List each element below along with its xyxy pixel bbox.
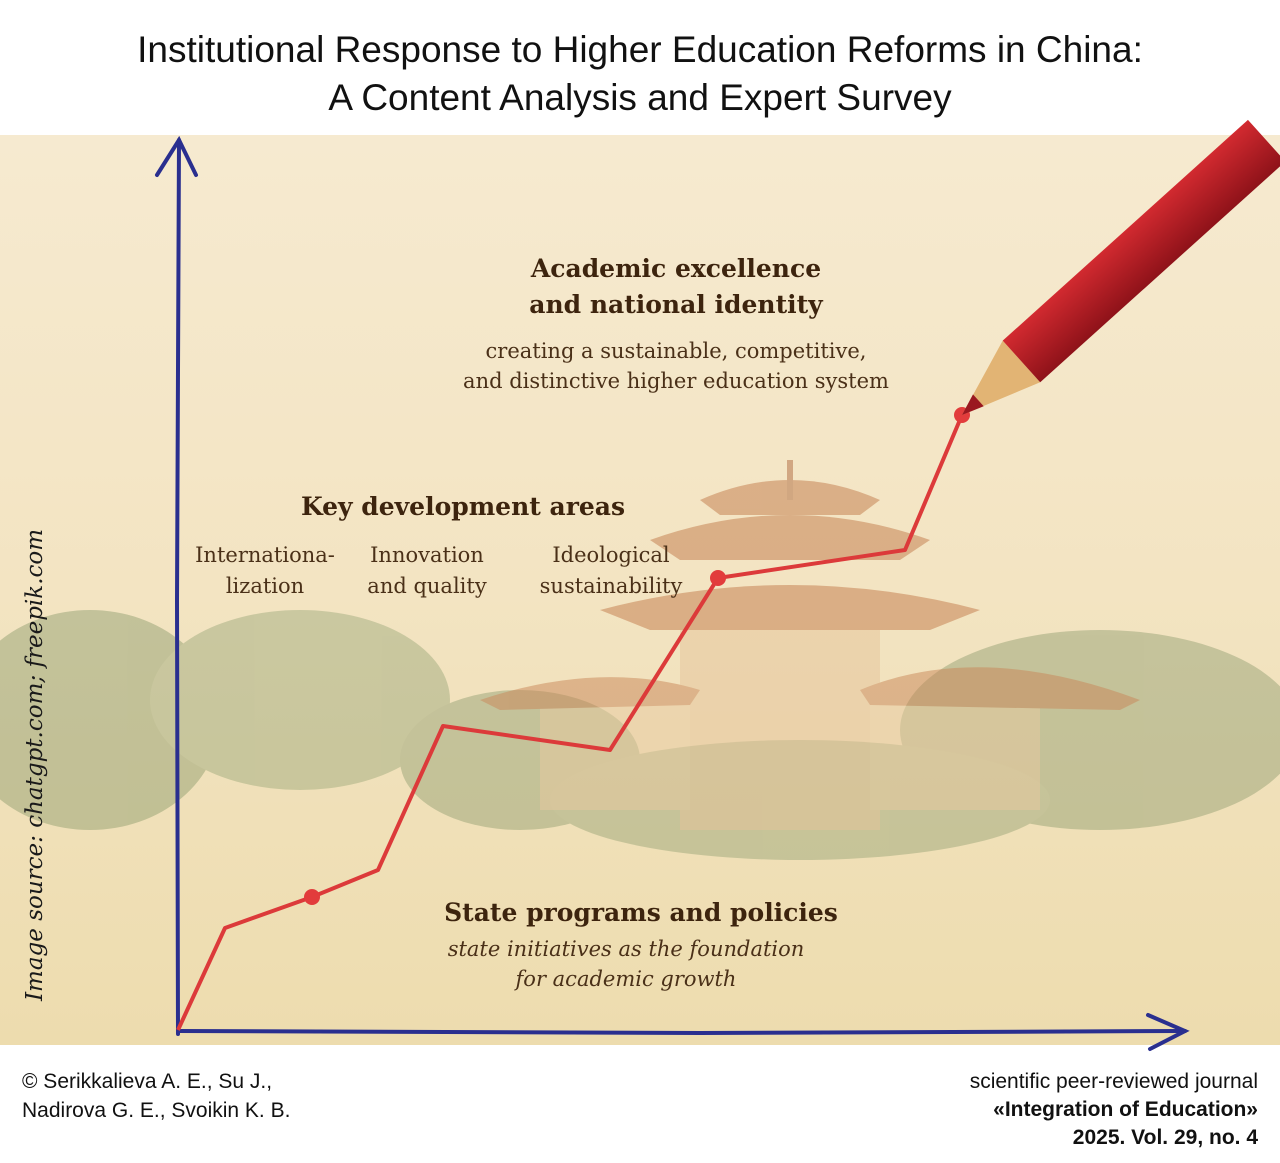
- pagoda: [480, 460, 1140, 830]
- milestone-dot: [710, 570, 726, 586]
- milestone-dot: [304, 889, 320, 905]
- title-line: A Content Analysis and Expert Survey: [328, 77, 952, 118]
- foundation-description: for academic growth: [514, 967, 737, 991]
- image-credit: Image source: chatgpt.com; freepik.com: [22, 529, 48, 1002]
- authors: Nadirova G. E., Svoikin K. B.: [22, 1099, 290, 1122]
- axes: [155, 135, 1190, 1051]
- foundation-description: state initiatives as the foundation: [448, 937, 805, 961]
- goal-description: creating a sustainable, competitive,: [486, 339, 867, 363]
- title-line: Institutional Response to Higher Educati…: [137, 29, 1143, 70]
- journal-info: «Integration of Education»: [993, 1098, 1258, 1121]
- journal-info: scientific peer-reviewed journal: [970, 1070, 1258, 1093]
- progress-line: [176, 414, 964, 1031]
- authors: © Serikkalieva A. E., Su J.,: [22, 1070, 272, 1093]
- goal-description: and distinctive higher education system: [463, 369, 889, 393]
- foundation-heading: State programs and policies: [444, 898, 838, 927]
- pencil: [962, 119, 1280, 415]
- journal-info: 2025. Vol. 29, no. 4: [1073, 1126, 1259, 1149]
- development-area: Ideological: [552, 543, 670, 567]
- development-area: lization: [226, 574, 304, 598]
- development-area: Internationa-: [195, 543, 335, 567]
- development-area: sustainability: [540, 574, 683, 598]
- goal-heading: and national identity: [529, 290, 824, 319]
- goal-heading: Academic excellence: [530, 254, 821, 283]
- development-area: and quality: [367, 574, 487, 598]
- development-area: Innovation: [370, 543, 484, 567]
- development-heading: Key development areas: [301, 492, 625, 521]
